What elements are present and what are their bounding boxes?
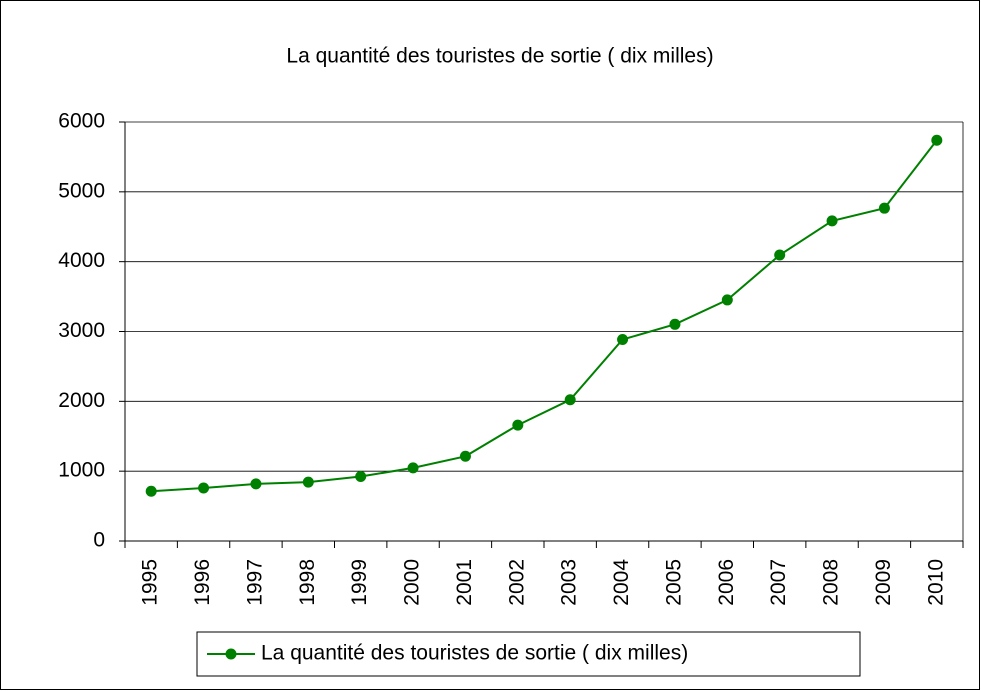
data-point (145, 485, 157, 497)
x-tick-label: 2005 (662, 559, 685, 606)
data-point (512, 419, 524, 431)
y-tick-label: 1000 (58, 459, 105, 482)
data-point (302, 476, 314, 488)
data-point (250, 478, 262, 490)
x-tick-label: 2009 (872, 559, 895, 606)
legend-marker (225, 648, 237, 660)
x-tick-label: 1995 (139, 559, 162, 606)
data-point (407, 462, 419, 474)
data-point (459, 450, 471, 462)
data-point (564, 394, 576, 406)
x-tick-label: 1996 (191, 559, 214, 606)
x-tick-label: 2000 (401, 559, 424, 606)
x-tick-label: 2002 (505, 559, 528, 606)
x-tick-label: 2008 (820, 559, 843, 606)
y-tick-label: 4000 (58, 249, 105, 272)
data-point (617, 334, 629, 346)
legend-box (196, 631, 861, 677)
data-point (774, 249, 786, 261)
y-tick-label: 5000 (58, 179, 105, 202)
x-tick-label: 2001 (453, 559, 476, 606)
chart-title: La quantité des touristes de sortie ( di… (286, 45, 713, 68)
x-tick-label: 1999 (348, 559, 371, 606)
data-point (721, 294, 733, 306)
y-tick-label: 0 (93, 529, 105, 552)
y-tick-label: 3000 (58, 319, 105, 342)
x-tick-label: 2006 (715, 559, 738, 606)
data-point (826, 215, 838, 227)
x-tick-label: 2007 (767, 559, 790, 606)
data-point (878, 202, 890, 214)
legend-label: La quantité des touristes de sortie ( di… (261, 642, 688, 665)
data-line (151, 139, 938, 493)
x-tick-label: 1997 (243, 559, 266, 606)
x-tick-label: 2010 (924, 559, 947, 606)
data-point (198, 482, 210, 494)
data-point (669, 318, 681, 330)
data-point (355, 471, 367, 483)
x-tick-label: 2003 (558, 559, 581, 606)
x-tick-label: 2004 (610, 559, 633, 606)
data-point (931, 134, 943, 146)
y-tick-label: 2000 (58, 389, 105, 412)
x-tick-label: 1998 (296, 559, 319, 606)
y-tick-label: 6000 (58, 110, 105, 133)
